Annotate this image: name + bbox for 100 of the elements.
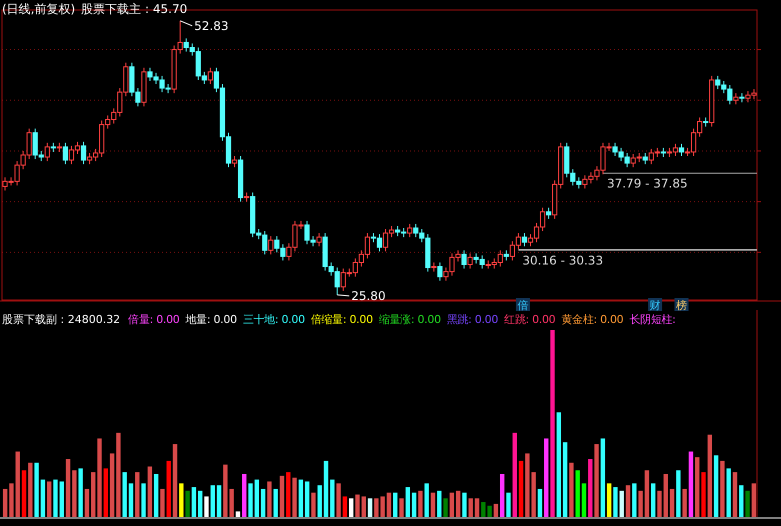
bar — [374, 498, 379, 517]
band-label: 30.16 - 30.33 — [522, 254, 604, 268]
bar — [720, 460, 725, 517]
bar — [280, 476, 284, 517]
bar — [198, 490, 202, 517]
bar — [657, 490, 662, 517]
bar — [304, 481, 310, 517]
bar — [506, 492, 511, 517]
bar — [670, 488, 674, 517]
bar — [362, 496, 366, 517]
bar — [462, 492, 467, 517]
text: 倍量: 0.00 — [128, 313, 180, 326]
bar — [695, 457, 700, 517]
bar — [135, 472, 140, 517]
bar — [582, 483, 586, 517]
bar — [708, 434, 712, 517]
text: 倍缩量: 0.00 — [310, 313, 374, 326]
bar — [141, 483, 146, 517]
bar — [393, 492, 398, 517]
bar — [368, 498, 372, 517]
bar — [500, 474, 504, 517]
bar — [613, 487, 618, 517]
bar — [575, 470, 580, 517]
bar — [726, 468, 731, 517]
bar — [399, 498, 404, 517]
bar — [97, 438, 102, 517]
bar — [600, 438, 606, 517]
bar — [474, 498, 480, 517]
bar — [437, 490, 442, 517]
bar — [481, 502, 486, 517]
bar — [406, 487, 410, 517]
bar — [594, 444, 599, 517]
text: 红跳: 0.00 — [504, 313, 556, 326]
annotation: 倍 — [517, 299, 528, 312]
bar — [620, 490, 624, 517]
bar — [84, 488, 90, 517]
bar — [494, 504, 498, 517]
bar — [538, 488, 542, 517]
bar — [154, 474, 158, 517]
text: 黄金柱: 0.00 — [561, 313, 624, 326]
bar — [443, 498, 448, 517]
bar — [456, 490, 460, 517]
bar — [701, 472, 706, 517]
bar — [450, 492, 454, 517]
bar — [336, 483, 341, 517]
bar — [172, 444, 178, 517]
bar — [650, 483, 656, 517]
bar — [78, 468, 83, 517]
bar — [53, 480, 58, 517]
bar — [298, 480, 304, 517]
annotation: 25.80 — [351, 288, 386, 303]
bar — [525, 453, 530, 517]
bar — [210, 485, 215, 517]
bar — [412, 492, 416, 517]
bar — [588, 459, 592, 517]
text: 长阴短柱: — [629, 313, 676, 326]
bar — [752, 483, 756, 517]
bar — [166, 460, 171, 517]
bar — [745, 490, 750, 517]
bar — [254, 480, 260, 517]
bar — [518, 460, 524, 517]
bar — [148, 466, 152, 517]
bar — [330, 480, 335, 517]
bar — [260, 488, 266, 517]
bar — [324, 460, 328, 517]
bar — [342, 496, 348, 517]
bar — [626, 485, 630, 517]
bar — [311, 492, 316, 517]
bar — [286, 472, 290, 517]
bar — [512, 432, 517, 517]
bar — [128, 483, 134, 517]
bar — [714, 455, 718, 517]
text: 缩量涨: 0.00 — [378, 313, 442, 326]
bar — [179, 483, 184, 517]
annotation: 财 — [650, 299, 661, 312]
text: 地量: 0.00 — [184, 313, 238, 326]
bar — [267, 481, 272, 517]
bar — [28, 462, 33, 517]
bar — [229, 488, 234, 517]
bar — [424, 483, 429, 517]
bar — [664, 474, 668, 517]
bar — [16, 452, 20, 517]
text: 黑跳: 0.00 — [446, 313, 498, 326]
bar — [487, 506, 492, 517]
bar — [430, 492, 436, 517]
bar — [91, 472, 96, 517]
bar — [682, 488, 687, 517]
bar — [223, 464, 228, 517]
bar — [562, 442, 568, 517]
bar — [544, 438, 548, 517]
chart-title: 股票下载副 : 24800.32 — [2, 313, 120, 326]
bar — [688, 452, 694, 517]
bar — [46, 481, 52, 517]
bar — [732, 472, 738, 517]
bar — [160, 488, 165, 517]
bar — [122, 472, 127, 517]
bar — [318, 485, 322, 517]
annotation: 52.83 — [194, 18, 229, 33]
annotation: 榜 — [676, 299, 687, 312]
bar — [60, 481, 64, 517]
